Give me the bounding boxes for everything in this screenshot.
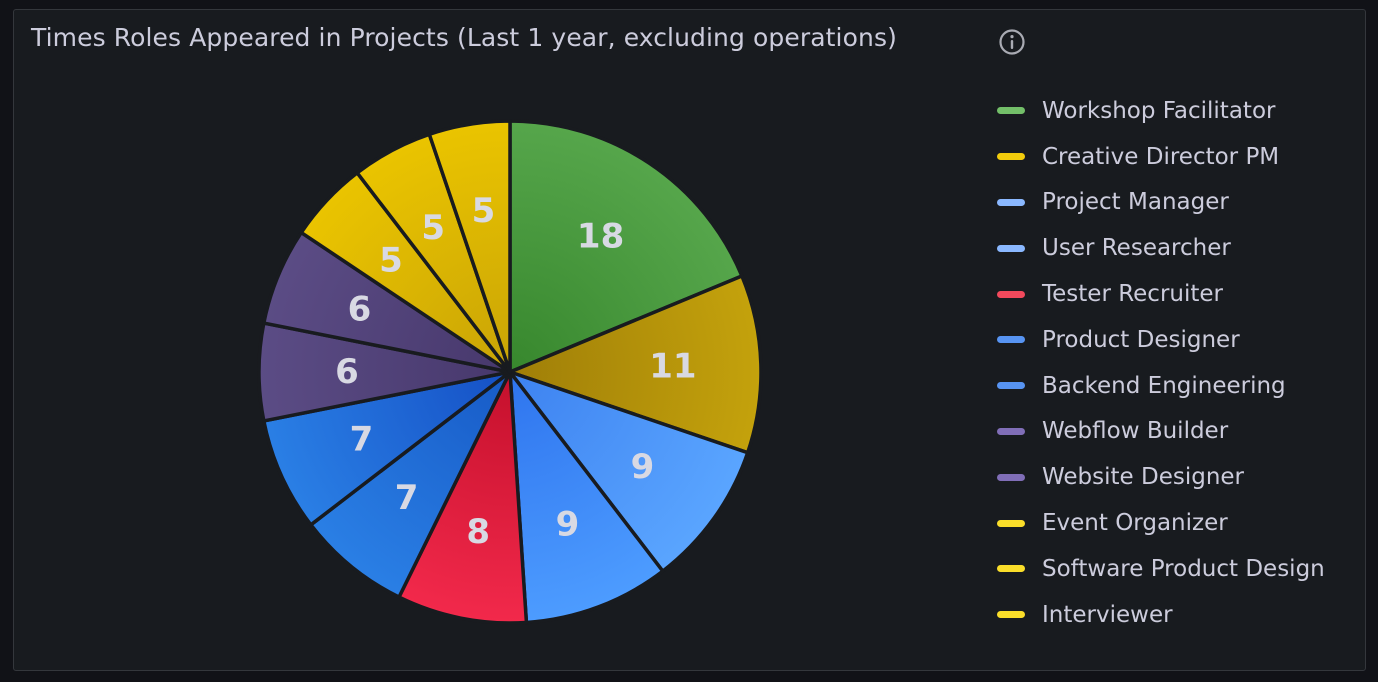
legend-label: Product Designer <box>1042 326 1240 353</box>
pie-slice-product-designer[interactable] <box>309 370 512 599</box>
legend-swatch <box>997 473 1025 481</box>
pie-chart-panel: Times Roles Appeared in Projects (Last 1… <box>13 9 1366 671</box>
legend-swatch <box>997 382 1025 390</box>
legend-label: Software Product Design <box>1042 555 1325 582</box>
legend-item-interviewer[interactable]: Interviewer <box>997 592 1325 638</box>
pie-slice-creative-director-pm[interactable] <box>508 274 763 455</box>
pie-slice-value-label: 6 <box>335 352 359 392</box>
pie-slice-value-label: 5 <box>421 208 445 248</box>
pie-slice-value-label: 8 <box>466 512 490 552</box>
legend-swatch <box>997 198 1025 206</box>
pie-slice-value-label: 5 <box>379 241 403 281</box>
legend-item-product-designer[interactable]: Product Designer <box>997 317 1325 363</box>
legend-label: Website Designer <box>1042 464 1245 491</box>
pie-slice-value-label: 11 <box>649 347 696 387</box>
pie-slice-value-label: 7 <box>350 419 374 459</box>
pie-slice-value-label: 9 <box>556 505 580 545</box>
panel-title: Times Roles Appeared in Projects (Last 1… <box>31 23 897 52</box>
legend-swatch <box>997 519 1025 527</box>
legend-label: Backend Engineering <box>1042 372 1286 399</box>
legend-label: Webflow Builder <box>1042 418 1229 445</box>
legend-label: Project Manager <box>1042 189 1229 216</box>
legend-item-creative-director-pm[interactable]: Creative Director PM <box>997 134 1325 180</box>
legend-item-website-designer[interactable]: Website Designer <box>997 454 1325 500</box>
legend-swatch <box>997 153 1025 161</box>
legend-swatch <box>997 565 1025 573</box>
pie-slice-project-manager[interactable] <box>508 370 750 573</box>
legend-swatch <box>997 427 1025 435</box>
pie-slice-value-label: 7 <box>395 478 419 518</box>
legend-label: Tester Recruiter <box>1042 281 1224 308</box>
legend-label: User Researcher <box>1042 235 1231 262</box>
pie-slice-value-label: 6 <box>348 290 372 330</box>
pie-slice-tester-recruiter[interactable] <box>397 370 529 625</box>
pie-slice-interviewer[interactable] <box>427 119 512 374</box>
legend-item-workshop-facilitator[interactable]: Workshop Facilitator <box>997 88 1325 134</box>
pie-slice-value-label: 5 <box>472 191 496 231</box>
legend-swatch <box>997 244 1025 252</box>
legend-item-backend-engineering[interactable]: Backend Engineering <box>997 363 1325 409</box>
legend-item-event-organizer[interactable]: Event Organizer <box>997 500 1325 546</box>
legend-item-user-researcher[interactable]: User Researcher <box>997 225 1325 271</box>
legend-label: Event Organizer <box>1042 510 1228 537</box>
legend-item-webflow-builder[interactable]: Webflow Builder <box>997 409 1325 455</box>
legend-label: Interviewer <box>1042 601 1173 628</box>
legend-item-project-manager[interactable]: Project Manager <box>997 180 1325 226</box>
legend-swatch <box>997 107 1025 115</box>
pie-slice-value-label: 18 <box>577 217 624 257</box>
legend-label: Workshop Facilitator <box>1042 97 1276 124</box>
legend-label: Creative Director PM <box>1042 143 1280 170</box>
legend-swatch <box>997 611 1025 619</box>
legend-swatch <box>997 336 1025 344</box>
pie-slice-user-researcher[interactable] <box>508 370 665 625</box>
legend-item-software-product-design[interactable]: Software Product Design <box>997 546 1325 592</box>
pie-slice-value-label: 9 <box>631 447 655 487</box>
chart-legend: Workshop Facilitator Creative Director PM… <box>997 88 1325 638</box>
pie-slice-workshop-facilitator[interactable] <box>508 119 744 374</box>
legend-swatch <box>997 290 1025 298</box>
legend-item-tester-recruiter[interactable]: Tester Recruiter <box>997 271 1325 317</box>
info-circle-icon[interactable] <box>998 28 1026 56</box>
